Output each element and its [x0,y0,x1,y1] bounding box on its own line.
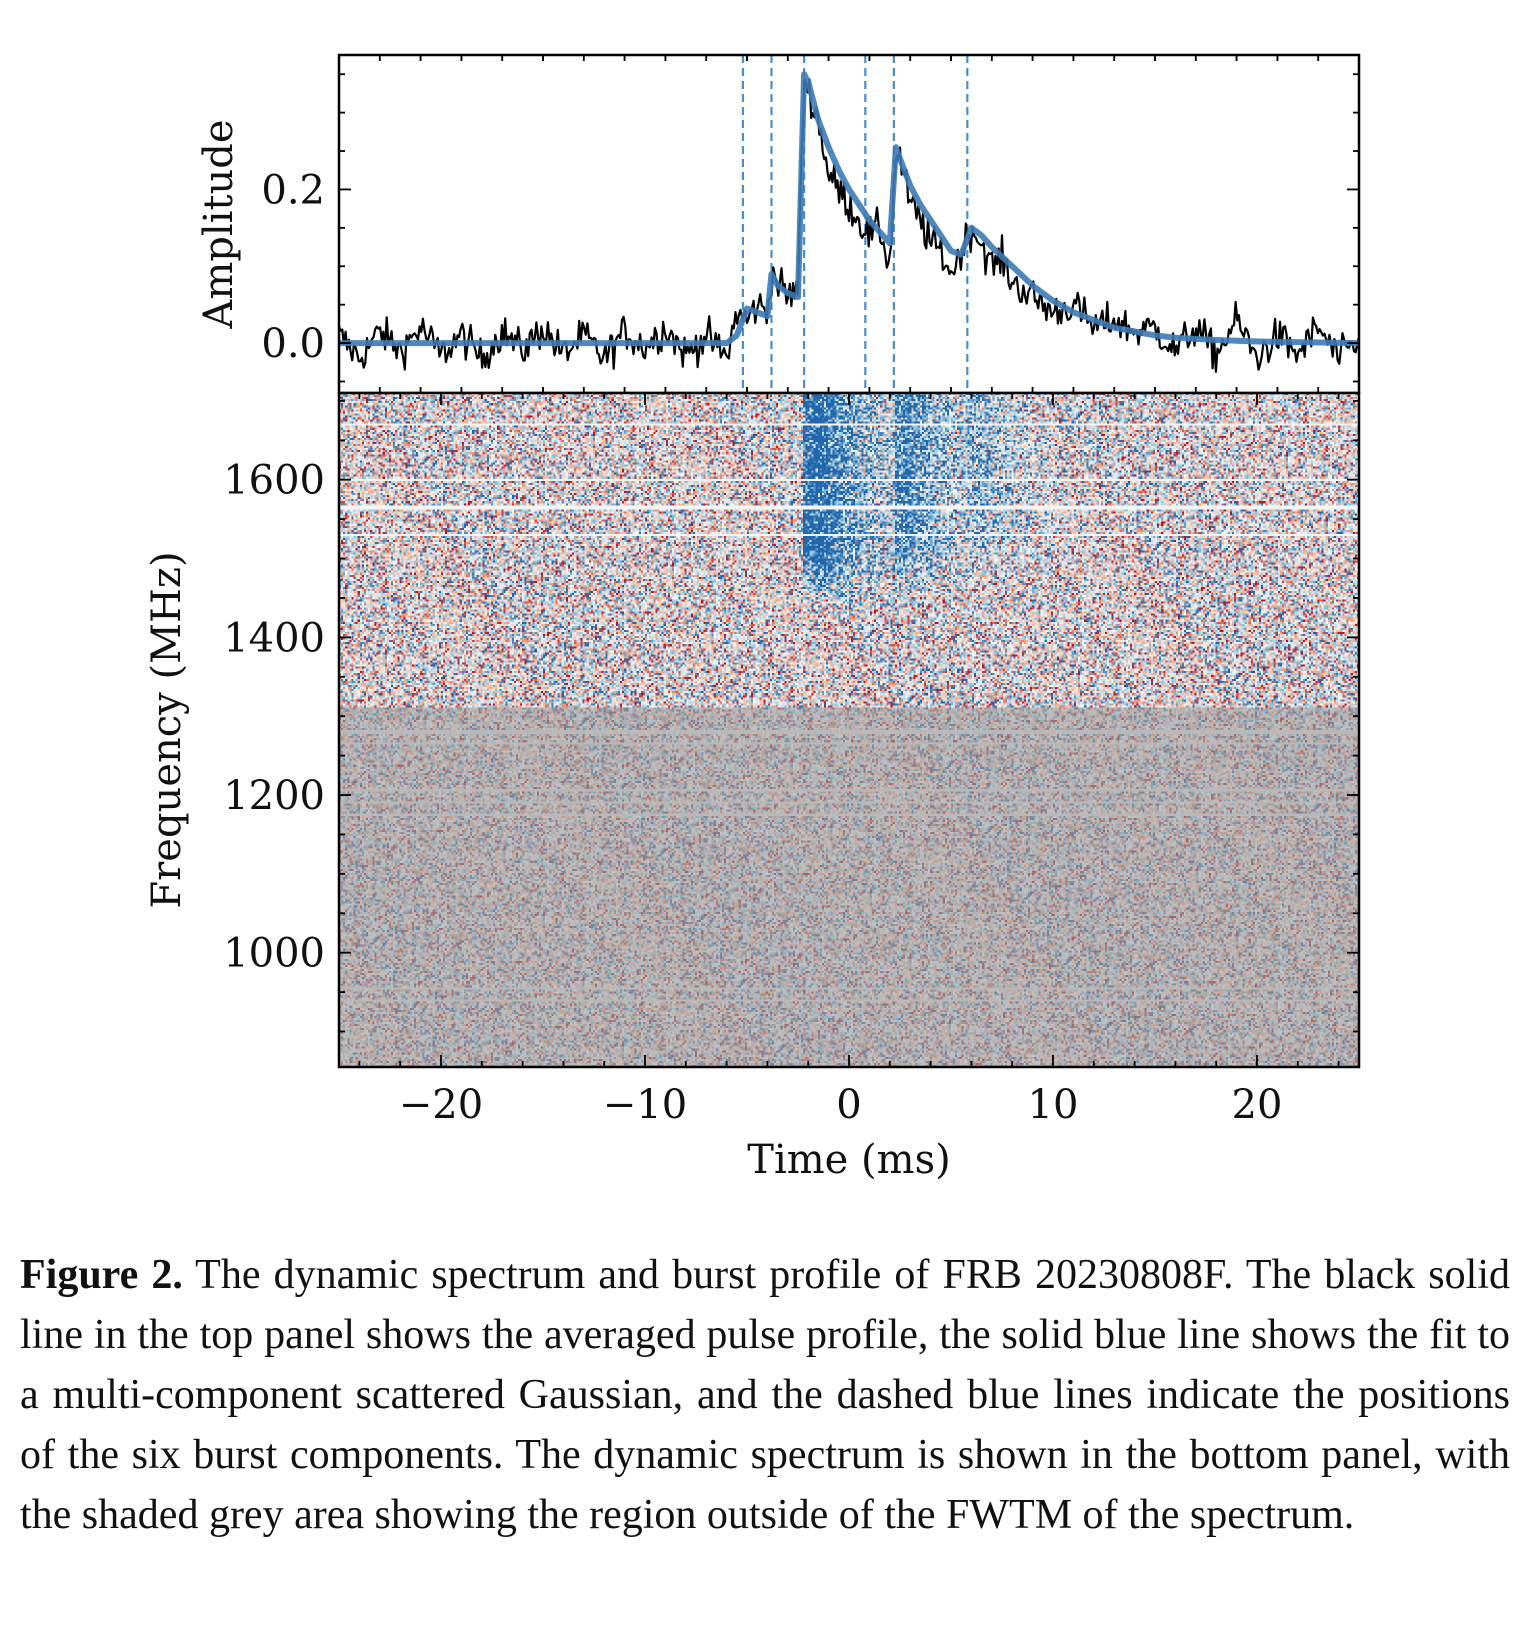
dynamic-spectrum-heatmap [339,393,1359,1067]
y-tick-label: 1600 [223,458,325,504]
figure: 0.0 0.2 Amplitude −20 −10 0 10 20 1000 1200 1400… [144,53,1361,1183]
x-tick-label: 10 [1028,1082,1079,1128]
y-tick-label: 1200 [223,773,325,819]
x-tick-label: −20 [399,1082,483,1128]
y-tick-label: 0.0 [261,321,325,367]
dynamic-spectrum-panel: −20 −10 0 10 20 1000 1200 1400 1600 Frequency (M… [144,391,1361,1183]
x-tick-label: −10 [603,1082,687,1128]
profile-panel: 0.0 0.2 Amplitude [196,53,1361,395]
x-axis-label-time: Time (ms) [747,1137,950,1183]
caption-text: The dynamic spectrum and burst profile o… [20,1252,1510,1538]
y-axis-label-frequency: Frequency (MHz) [144,551,190,908]
x-tick-label: 0 [836,1082,861,1128]
x-tick-label: 20 [1232,1082,1283,1128]
y-tick-label: 1400 [223,615,325,661]
profile-line [339,77,1359,373]
y-tick-label: 1000 [223,931,325,977]
y-axis-label-amplitude: Amplitude [196,119,242,329]
y-tick-label: 0.2 [261,167,325,213]
fit-line [339,71,1359,347]
caption-label: Figure 2. [20,1252,183,1298]
figure-caption: Figure 2. The dynamic spectrum and burst… [20,1245,1510,1545]
